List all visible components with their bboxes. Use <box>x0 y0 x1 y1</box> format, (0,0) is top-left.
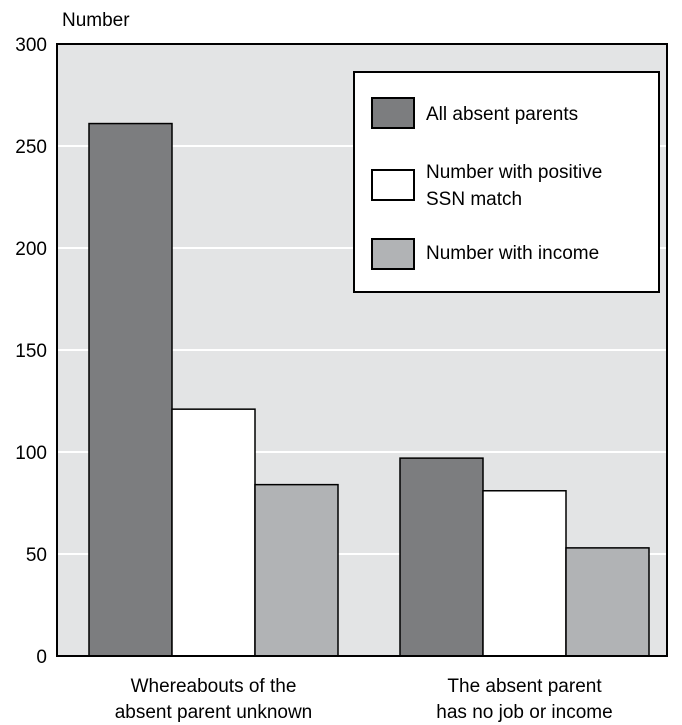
x-category-label: Whereabouts of the <box>131 676 297 697</box>
y-tick-label: 100 <box>15 443 47 464</box>
bar-series-0-category-1 <box>399 457 484 657</box>
bar-series-1-category-0 <box>171 408 256 657</box>
bar-series-1-category-1 <box>482 490 567 657</box>
legend-swatch-0 <box>371 97 415 129</box>
y-axis-ticks: 0 50 100 150 200 250 300 <box>15 35 47 668</box>
legend-swatch-2 <box>371 238 415 270</box>
legend-label: Number with positive <box>426 162 602 183</box>
y-tick-label: 200 <box>15 239 47 260</box>
plot-frame <box>56 43 668 657</box>
y-tick-label: 50 <box>26 545 47 566</box>
y-tick-label: 0 <box>36 647 47 668</box>
legend-label: All absent parents <box>426 104 578 125</box>
y-tick-label: 150 <box>15 341 47 362</box>
x-category-label: has no job or income <box>436 702 612 723</box>
bar-series-2-category-0 <box>254 483 339 657</box>
legend-label: Number with income <box>426 243 599 264</box>
x-axis-categories: Whereabouts of the absent parent unknown T… <box>115 676 613 723</box>
bar-series-2-category-1 <box>565 547 650 657</box>
bars <box>88 122 650 657</box>
bar-series-0-category-0 <box>88 122 173 657</box>
legend-label: SSN match <box>426 189 522 210</box>
y-tick-label: 300 <box>15 35 47 56</box>
x-category-label: absent parent unknown <box>115 702 313 723</box>
legend: All absent parents Number with positive SS… <box>353 71 660 293</box>
y-axis-label: Number <box>62 10 130 31</box>
legend-swatch-1 <box>371 169 415 201</box>
x-category-label: The absent parent <box>447 676 602 697</box>
y-tick-label: 250 <box>15 137 47 158</box>
